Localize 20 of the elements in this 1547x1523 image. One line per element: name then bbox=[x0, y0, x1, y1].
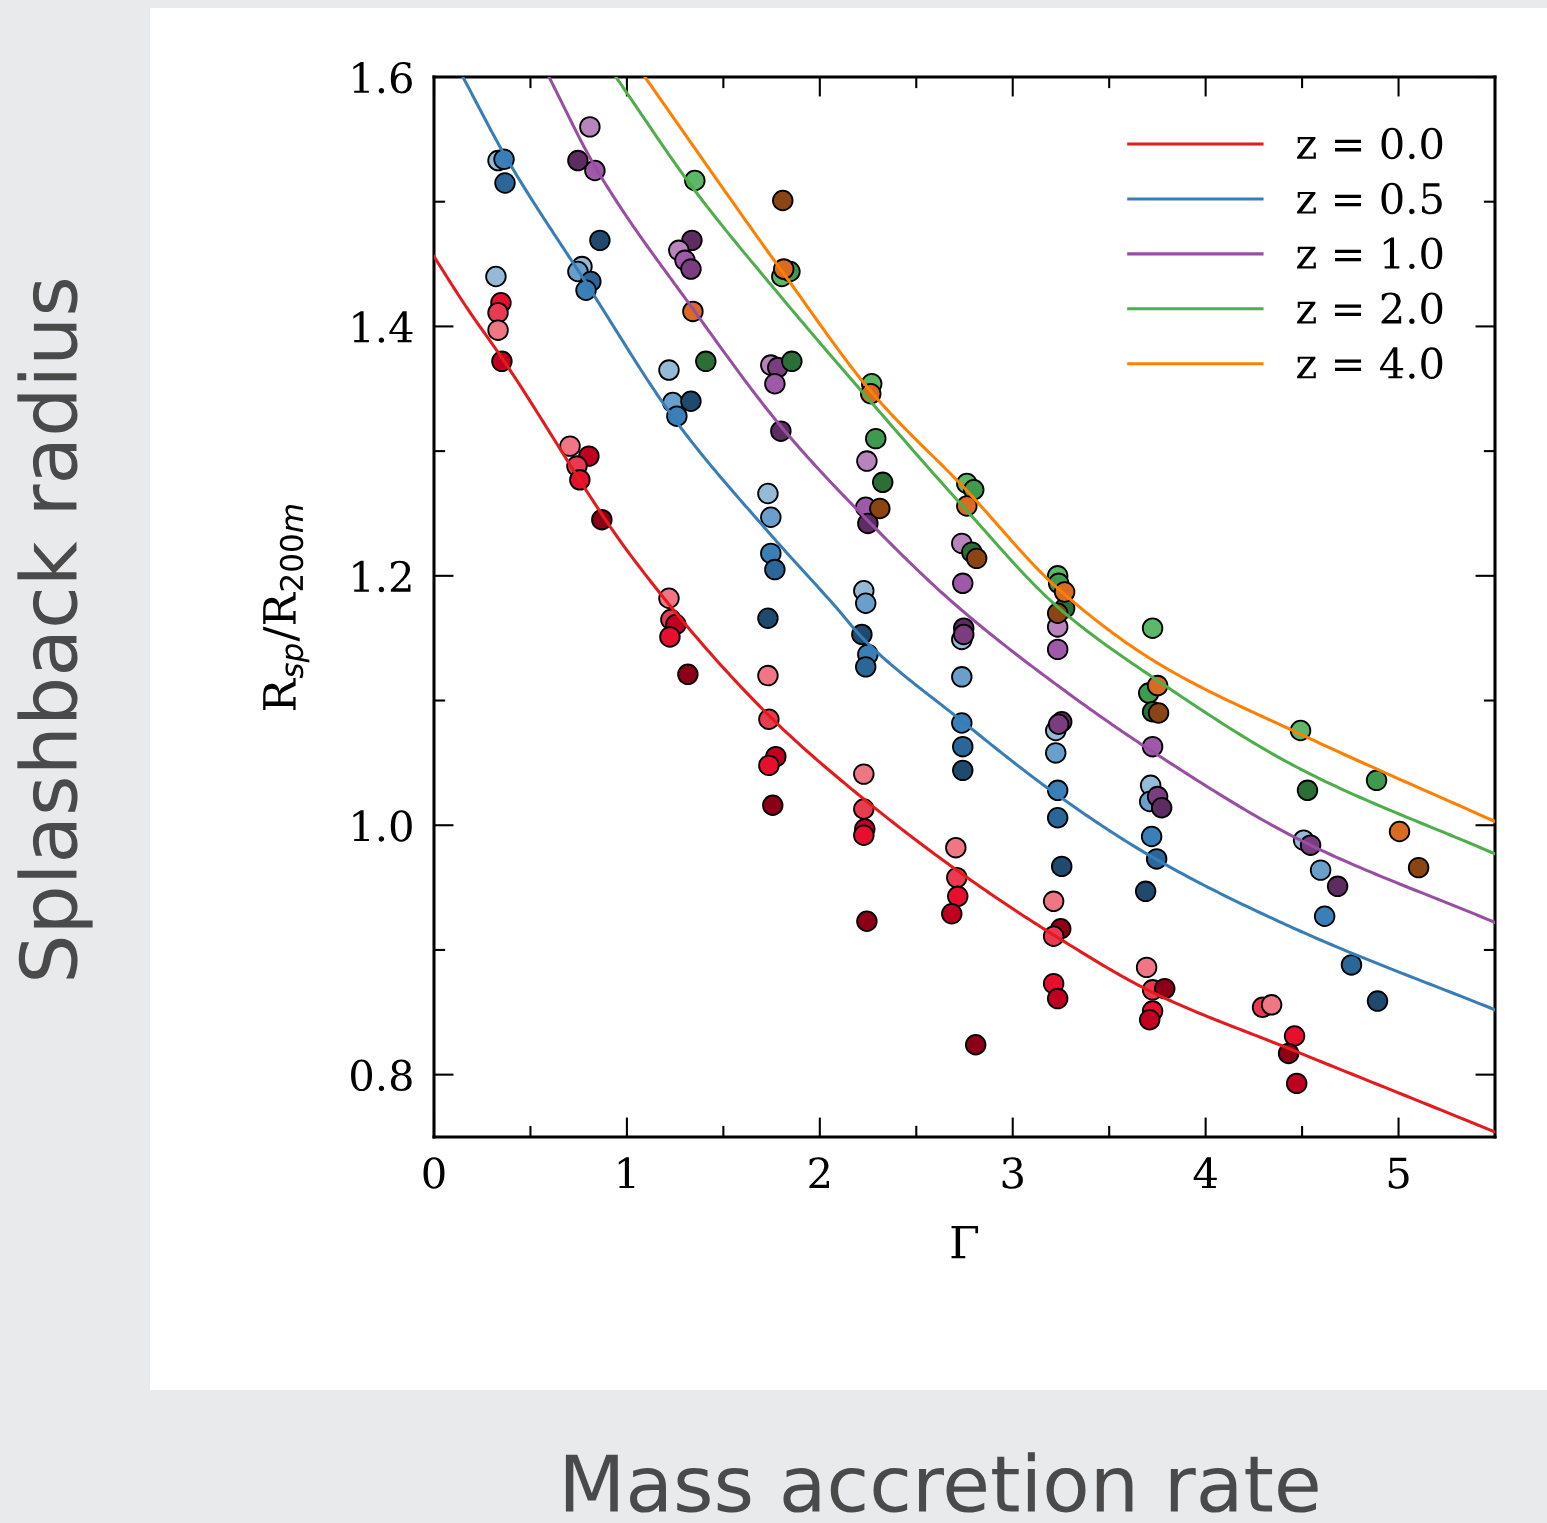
x-tick-label: 4 bbox=[1193, 1157, 1217, 1189]
text: Splashback radius bbox=[17, 279, 93, 979]
y-tick-label: 1.4 bbox=[353, 311, 413, 343]
y-tick-label: 1.0 bbox=[353, 810, 412, 842]
x-tick-label: 3 bbox=[1002, 1157, 1023, 1189]
legend-label: z = 2.0 bbox=[1297, 292, 1443, 324]
text: Mass accretion rate bbox=[565, 1452, 1318, 1513]
x-axis-title: Γ bbox=[951, 1225, 979, 1259]
y-tick-label: 0.8 bbox=[351, 1059, 412, 1092]
legend-label: z = 1.0 bbox=[1297, 237, 1443, 270]
legend-label: z = 0.5 bbox=[1297, 182, 1442, 215]
y-axis-title: R$_{sp}$/R$_{200m}$ bbox=[263, 505, 310, 711]
x-tick-label: 1 bbox=[618, 1157, 635, 1189]
y-tick-label: 1.2 bbox=[353, 560, 411, 593]
legend-label: z = 0.0 bbox=[1297, 127, 1443, 160]
x-tick-label: 2 bbox=[809, 1157, 829, 1189]
y-tick-label: 1.6 bbox=[353, 61, 412, 94]
x-tick-label: 0 bbox=[423, 1157, 445, 1189]
legend-label: z = 4.0 bbox=[1297, 347, 1443, 379]
x-tick-label: 5 bbox=[1388, 1157, 1409, 1189]
